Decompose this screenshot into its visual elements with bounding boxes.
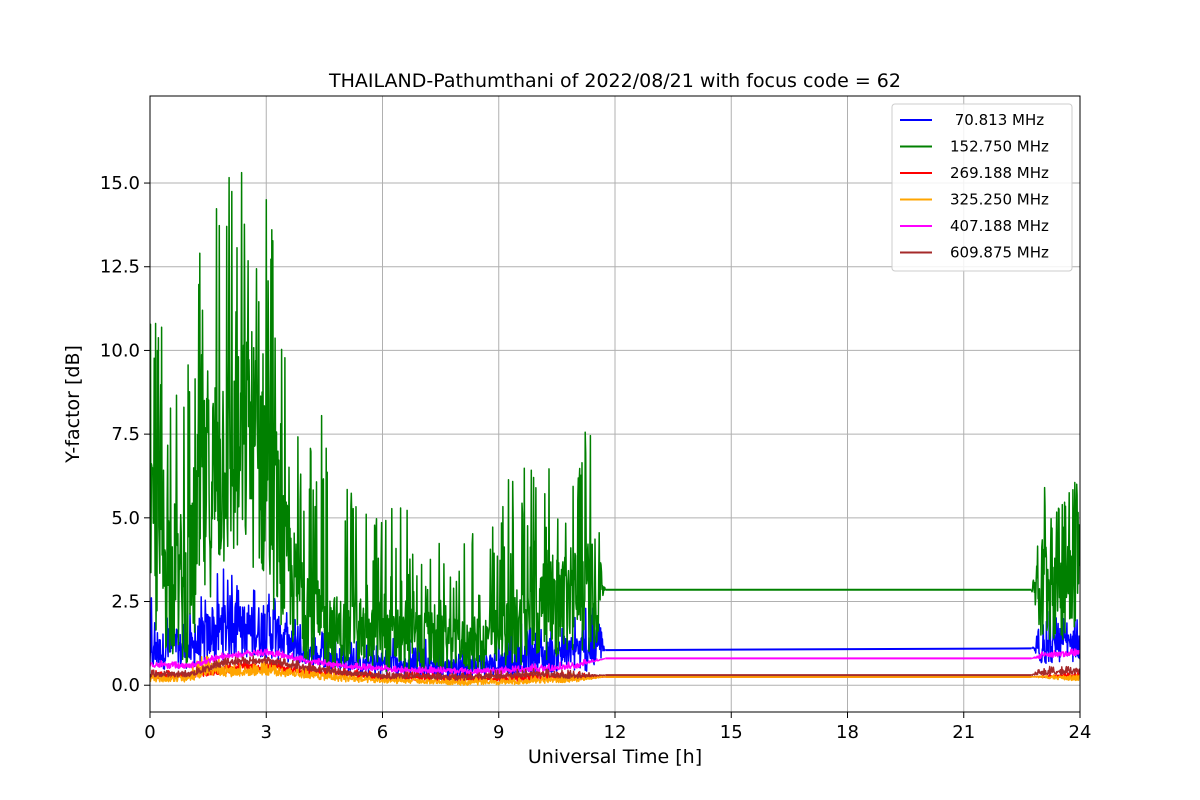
series-5 — [150, 655, 1080, 681]
series-line — [150, 171, 1080, 673]
x-axis: 0 3 6 9 12 15 18 21 24 — [144, 712, 1091, 743]
series-3 — [150, 655, 1080, 686]
y-tick-label: 12.5 — [100, 257, 140, 278]
chart-title: THAILAND-Pathumthani of 2022/08/21 with … — [328, 70, 901, 92]
legend: 70.813 MHz 152.750 MHz 269.188 MHz 325.250 … — [891, 103, 1073, 272]
series-layer — [150, 171, 1080, 686]
series-1 — [150, 171, 1080, 673]
plot-area — [150, 171, 1080, 686]
x-tick-label: 6 — [377, 722, 388, 743]
legend-label: 70.813 MHz — [950, 111, 1044, 129]
series-4 — [150, 648, 1080, 675]
y-tick-label: 7.5 — [111, 424, 140, 445]
series-gap-line — [605, 647, 1032, 652]
legend-label: 407.188 MHz — [950, 217, 1049, 235]
x-tick-label: 24 — [1069, 722, 1092, 743]
y-tick-label: 10.0 — [100, 340, 140, 361]
x-tick-label: 9 — [493, 722, 504, 743]
x-tick-label: 21 — [952, 722, 975, 743]
x-tick-label: 18 — [836, 722, 859, 743]
x-tick-label: 3 — [261, 722, 272, 743]
x-tick-label: 12 — [604, 722, 627, 743]
x-tick-label: 15 — [720, 722, 743, 743]
legend-label: 152.750 MHz — [950, 138, 1049, 156]
series-line — [150, 648, 1080, 675]
y-tick-label: 15.0 — [100, 173, 140, 194]
x-axis-label: Universal Time [h] — [528, 746, 702, 768]
legend-box — [891, 103, 1073, 272]
legend-label: 269.188 MHz — [950, 164, 1049, 182]
y-tick-label: 5.0 — [111, 508, 140, 529]
y-tick-label: 2.5 — [111, 592, 140, 613]
x-tick-label: 0 — [144, 722, 155, 743]
y-tick-label: 0.0 — [111, 675, 140, 696]
legend-label: 609.875 MHz — [950, 244, 1049, 262]
y-axis: 0.0 2.5 5.0 7.5 10.0 12.5 15.0 — [100, 173, 150, 696]
series-line — [150, 655, 1080, 686]
y-axis-label: Y-factor [dB] — [62, 345, 84, 464]
series-line — [150, 655, 1080, 681]
legend-label: 325.250 MHz — [950, 191, 1049, 209]
